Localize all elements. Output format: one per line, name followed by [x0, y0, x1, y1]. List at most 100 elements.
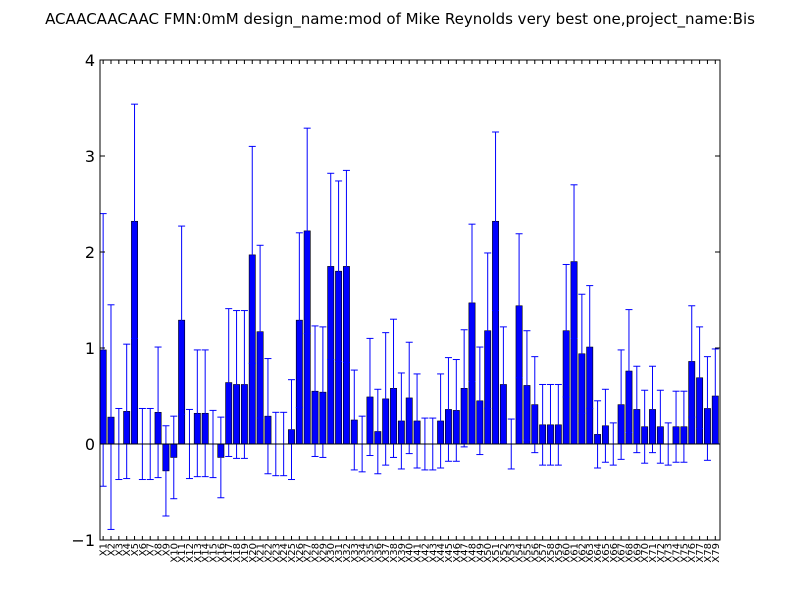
x-tick-label: X64	[593, 543, 604, 563]
plot-frame	[99, 59, 721, 541]
error-bar-X48	[468, 223, 476, 383]
x-tick-label: X68	[624, 543, 635, 563]
x-tick-label: X35	[365, 543, 376, 563]
error-bar-X29	[319, 326, 327, 458]
x-tick-label: X44	[436, 543, 447, 563]
x-tick-label: X74	[672, 543, 683, 563]
error-bar-X49	[476, 346, 484, 456]
error-bar-X22	[264, 358, 272, 475]
error-bar-X40	[405, 341, 413, 455]
error-bars-group	[99, 103, 719, 530]
error-bar-X74	[672, 390, 680, 463]
error-bar-X25	[287, 379, 295, 481]
error-bar-X55	[523, 330, 531, 441]
x-tick-label: X12	[185, 543, 196, 563]
error-bar-X2	[107, 304, 115, 530]
x-tick-label: X14	[201, 543, 212, 563]
error-bar-X16	[217, 416, 225, 499]
error-bar-X54	[515, 233, 523, 379]
x-tick-label: X79	[711, 543, 722, 563]
x-tick-label: X17	[224, 543, 235, 563]
error-bar-X27	[303, 127, 311, 335]
error-bar-X26	[295, 232, 303, 409]
error-bar-X65	[601, 388, 609, 463]
error-bar-X4	[123, 343, 131, 480]
error-bar-X10	[170, 415, 178, 500]
y-axis: −1 0 1 2 3 4	[71, 51, 720, 550]
x-tick-label: X22	[263, 543, 274, 563]
x-tick-label: X43	[428, 543, 439, 563]
x-tick-label: X45	[444, 543, 455, 563]
x-tick-label: X70	[640, 543, 651, 563]
error-bar-X64	[594, 400, 602, 469]
x-tick-label: X49	[475, 543, 486, 563]
x-tick-label: X5	[130, 543, 141, 556]
error-bar-X17	[225, 308, 233, 457]
error-bar-X58	[546, 383, 554, 466]
x-tick-label: X73	[664, 543, 675, 563]
error-bar-X8	[154, 346, 162, 479]
error-bar-X52	[499, 326, 507, 443]
x-tick-label: X59	[554, 543, 565, 563]
x-tick-label: X36	[373, 543, 384, 563]
x-tick-label: X9	[161, 543, 172, 556]
x-tick-label: X7	[146, 543, 157, 556]
x-tick-label: X34	[358, 543, 369, 563]
error-bar-X78	[703, 356, 711, 461]
error-bar-X5	[131, 103, 139, 339]
y-tick-label: 4	[85, 51, 95, 70]
x-tick-label: X72	[656, 543, 667, 563]
x-tick-label: X60	[562, 543, 573, 563]
x-tick-label: X78	[703, 543, 714, 563]
error-bar-X77	[696, 326, 704, 430]
error-bar-X38	[390, 318, 398, 458]
x-tick-label: X51	[491, 543, 502, 563]
y-tick-label: 0	[85, 435, 95, 454]
error-bar-X56	[531, 356, 539, 454]
x-tick-label: X56	[530, 543, 541, 563]
x-tick-label: X77	[695, 543, 706, 563]
x-tick-label: X33	[350, 543, 361, 563]
error-bar-X32	[342, 169, 350, 363]
x-tick-label: X41	[413, 543, 424, 563]
x-tick-label: X39	[397, 543, 408, 563]
y-tick-label: 3	[85, 147, 95, 166]
error-bar-X21	[256, 244, 264, 419]
x-tick-label: X71	[648, 543, 659, 563]
x-tick-label: X31	[334, 543, 345, 563]
error-bar-X61	[570, 184, 578, 339]
error-bar-X72	[656, 389, 664, 464]
x-tick-label: X32	[342, 543, 353, 563]
x-tick-label: X28	[311, 543, 322, 563]
x-tick-label: X50	[483, 543, 494, 563]
x-tick-label: X75	[679, 543, 690, 563]
x-tick-label: X29	[318, 543, 329, 563]
x-tick-label: X8	[154, 543, 165, 556]
y-tick-label: 2	[85, 243, 95, 262]
chart-title: ACAACAACAAC FMN:0mM design_name:mod of M…	[45, 10, 755, 29]
x-tick-label: X3	[114, 543, 125, 556]
x-tick-label: X54	[515, 543, 526, 563]
x-tick-label: X4	[122, 543, 133, 556]
error-bar-X71	[649, 365, 657, 454]
error-bar-X31	[335, 180, 343, 362]
x-tick-label: X25	[287, 543, 298, 563]
error-bar-X30	[327, 172, 335, 361]
x-tick-label: X46	[452, 543, 463, 563]
x-tick-label: X67	[617, 543, 628, 563]
error-bar-X33	[350, 369, 358, 471]
error-bar-X59	[554, 383, 562, 466]
error-bar-X28	[311, 325, 319, 457]
x-tick-label: X10	[169, 543, 180, 563]
x-tick-label: X57	[538, 543, 549, 563]
x-tick-label: X13	[193, 543, 204, 563]
error-bar-X62	[578, 293, 586, 414]
x-tick-label: X2	[106, 543, 117, 556]
x-tick-label: X15	[209, 543, 220, 563]
error-bar-X14	[201, 349, 209, 478]
error-bar-X47	[460, 329, 468, 448]
x-tick-label: X58	[546, 543, 557, 563]
x-tick-label: X37	[381, 543, 392, 563]
error-bar-X70	[641, 389, 649, 464]
x-tick-label: X65	[601, 543, 612, 563]
